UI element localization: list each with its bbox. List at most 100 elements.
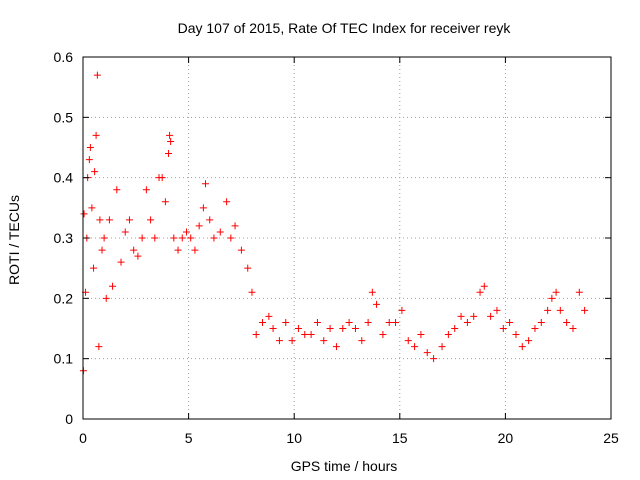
data-point [548, 294, 556, 302]
data-point [320, 337, 328, 345]
data-point [430, 355, 438, 363]
data-point [174, 246, 182, 254]
data-point [96, 216, 104, 224]
data-point [178, 234, 186, 242]
data-point [537, 318, 545, 326]
data-point [506, 318, 514, 326]
data-point [130, 246, 138, 254]
data-point [326, 325, 334, 332]
data-point [100, 234, 108, 242]
x-tick-labels: 0 5 10 15 20 25 [79, 430, 619, 446]
data-point [158, 174, 166, 182]
data-point [95, 343, 103, 351]
y-tick-labels: 0 0.1 0.2 0.3 0.4 0.5 0.6 [54, 49, 74, 427]
data-point [182, 228, 190, 236]
data-point [563, 318, 571, 326]
data-point [404, 337, 412, 345]
data-point [187, 234, 195, 242]
data-point [165, 150, 173, 158]
data-point [282, 318, 290, 326]
data-point [525, 337, 533, 345]
data-point [556, 306, 564, 314]
data-point [237, 246, 245, 254]
data-point [93, 71, 101, 79]
data-point [244, 264, 252, 272]
data-point [98, 246, 106, 254]
data-point [358, 337, 366, 345]
data-point [569, 325, 577, 332]
data-point [117, 258, 125, 266]
y-tick-label: 0.6 [54, 49, 74, 65]
data-point [493, 306, 501, 314]
data-point [216, 228, 224, 236]
data-point [105, 216, 113, 224]
data-point [248, 288, 256, 296]
data-point [288, 337, 296, 345]
data-point [92, 131, 100, 139]
data-point [125, 216, 133, 224]
data-point [147, 216, 155, 224]
data-point [552, 288, 560, 296]
data-point [544, 306, 552, 314]
data-point [113, 186, 121, 194]
data-point [109, 282, 117, 290]
data-point [480, 282, 488, 290]
data-point [102, 294, 110, 302]
data-point [252, 331, 260, 339]
data-point [142, 186, 150, 194]
data-point [91, 168, 99, 176]
data-point [512, 331, 520, 339]
data-point [470, 312, 478, 320]
data-point [379, 331, 387, 339]
data-point [417, 331, 425, 339]
axis-ticks [82, 56, 612, 420]
data-point [227, 234, 235, 242]
data-point [259, 318, 267, 326]
data-point [210, 234, 218, 242]
data-point [206, 216, 214, 224]
x-tick-label: 0 [79, 430, 87, 446]
data-point [575, 288, 583, 296]
x-tick-label: 25 [603, 430, 619, 446]
data-point [476, 288, 484, 296]
y-tick-label: 0.5 [54, 109, 74, 125]
data-point [364, 318, 372, 326]
grid-lines [83, 57, 611, 419]
data-point [170, 234, 178, 242]
chart-title: Day 107 of 2015, Rate Of TEC Index for r… [178, 20, 512, 36]
y-tick-label: 0.4 [54, 170, 74, 186]
data-point [201, 180, 209, 188]
data-point [411, 343, 419, 351]
data-point [313, 318, 321, 326]
data-point [392, 318, 400, 326]
data-point [167, 137, 175, 145]
data-point [499, 325, 507, 332]
data-point [531, 325, 539, 332]
data-point [345, 318, 353, 326]
data-point [231, 222, 239, 230]
data-point [398, 306, 406, 314]
data-point [339, 325, 347, 332]
data-point [138, 234, 146, 242]
data-point [265, 312, 273, 320]
data-point [385, 318, 393, 326]
data-point [151, 234, 159, 242]
data-point [438, 343, 446, 351]
data-point [275, 337, 283, 345]
data-point [223, 198, 231, 206]
y-tick-label: 0.3 [54, 230, 74, 246]
data-point [351, 325, 359, 332]
data-point [518, 343, 526, 351]
data-point [332, 343, 340, 351]
x-axis-label: GPS time / hours [291, 458, 398, 474]
data-points [79, 71, 589, 375]
data-point [121, 228, 129, 236]
x-tick-label: 15 [392, 430, 408, 446]
data-point [301, 331, 309, 339]
data-point [166, 131, 174, 139]
x-tick-label: 10 [286, 430, 302, 446]
data-point [80, 210, 88, 218]
data-point [457, 312, 465, 320]
data-point [199, 204, 207, 212]
